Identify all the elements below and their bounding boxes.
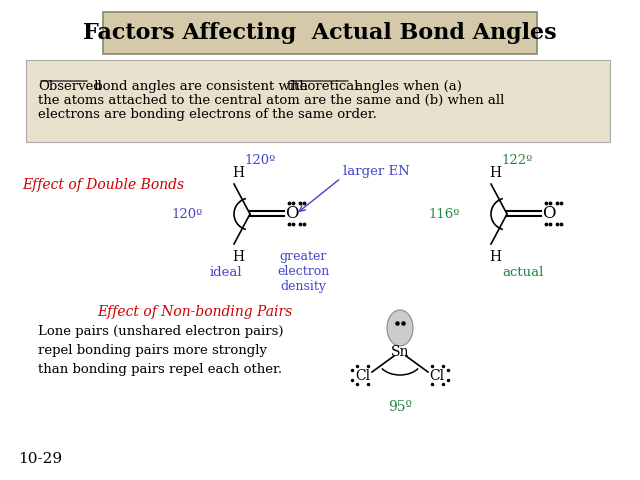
Text: H: H: [232, 166, 244, 180]
Text: H: H: [489, 250, 501, 264]
Text: theoretical: theoretical: [287, 80, 360, 93]
Text: 120º: 120º: [244, 154, 276, 167]
Text: angles when (a): angles when (a): [351, 80, 462, 93]
Text: Cl: Cl: [355, 369, 371, 383]
Text: H: H: [232, 250, 244, 264]
Text: 116º: 116º: [429, 207, 460, 220]
FancyBboxPatch shape: [103, 12, 537, 54]
Text: Lone pairs (unshared electron pairs)
repel bonding pairs more strongly
than bond: Lone pairs (unshared electron pairs) rep…: [38, 325, 284, 376]
Text: bond angles are consistent with: bond angles are consistent with: [90, 80, 312, 93]
Text: O: O: [285, 205, 298, 223]
Text: greater
electron
density: greater electron density: [277, 250, 329, 293]
Text: Sn: Sn: [391, 345, 409, 359]
Text: Effect of Double Bonds: Effect of Double Bonds: [22, 178, 184, 192]
Text: electrons are bonding electrons of the same order.: electrons are bonding electrons of the s…: [38, 108, 377, 121]
Text: O: O: [542, 205, 556, 223]
Text: H: H: [489, 166, 501, 180]
Text: Factors Affecting  Actual Bond Angles: Factors Affecting Actual Bond Angles: [83, 22, 557, 44]
Text: 10-29: 10-29: [18, 452, 62, 466]
Text: 122º: 122º: [501, 154, 532, 167]
Text: Effect of Non-bonding Pairs: Effect of Non-bonding Pairs: [97, 305, 292, 319]
Ellipse shape: [387, 310, 413, 346]
Text: 120º: 120º: [172, 207, 203, 220]
FancyBboxPatch shape: [26, 60, 610, 142]
Text: larger EN: larger EN: [343, 166, 410, 179]
Text: ideal: ideal: [210, 266, 243, 279]
Text: actual: actual: [502, 266, 544, 279]
Text: Cl: Cl: [429, 369, 445, 383]
Text: the atoms attached to the central atom are the same and (b) when all: the atoms attached to the central atom a…: [38, 94, 504, 107]
Text: Observed: Observed: [38, 80, 102, 93]
Text: 95º: 95º: [388, 400, 412, 414]
